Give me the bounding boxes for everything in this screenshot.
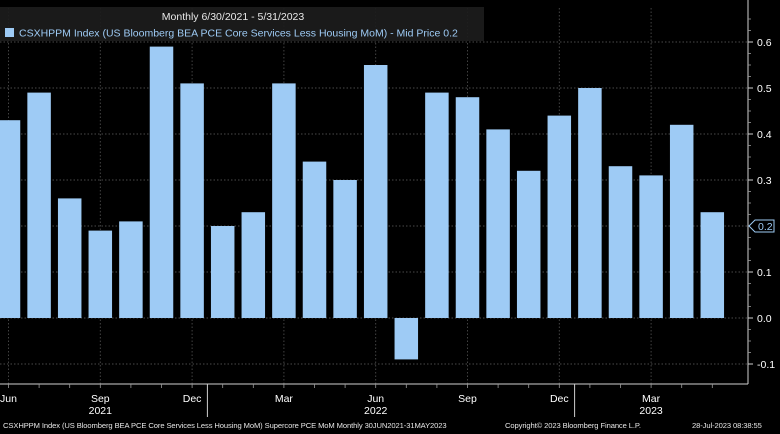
bar-apr-2023 bbox=[669, 124, 694, 318]
y-tick-label: 0.0 bbox=[757, 313, 772, 325]
y-tick-label: 0.3 bbox=[757, 175, 772, 187]
bar-aug-2022 bbox=[425, 92, 449, 318]
bar-apr-2022 bbox=[302, 161, 327, 318]
bar-aug-2021 bbox=[57, 198, 82, 318]
footer-copyright: Copyright© 2023 Bloomberg Finance L.P. bbox=[505, 421, 641, 430]
legend-date-range: Monthly 6/30/2021 - 5/31/2023 bbox=[162, 11, 305, 23]
x-month-label: Sep bbox=[91, 393, 110, 405]
x-month-label: Mar bbox=[642, 393, 661, 405]
x-month-label: Dec bbox=[183, 393, 202, 405]
bar-mar-2022 bbox=[272, 83, 296, 319]
bar-nov-2022 bbox=[516, 170, 541, 318]
y-tick-label: 0.1 bbox=[757, 267, 772, 279]
footer-timestamp: 28-Jul-2023 08:38:55 bbox=[692, 421, 762, 430]
bar-oct-2021 bbox=[119, 221, 143, 318]
x-year-label: 2021 bbox=[89, 405, 113, 417]
x-month-label: Jun bbox=[0, 393, 17, 405]
x-month-label: Sep bbox=[458, 393, 477, 405]
footer-source: CSXHPPM Index (US Bloomberg BEA PCE Core… bbox=[3, 421, 447, 430]
bar-nov-2021 bbox=[149, 46, 174, 318]
bar-jun-2021 bbox=[0, 120, 21, 318]
y-tick-label: 0.4 bbox=[757, 129, 772, 141]
x-month-label: Jun bbox=[367, 393, 384, 405]
bar-jan-2022 bbox=[210, 226, 235, 318]
legend-swatch bbox=[5, 28, 14, 37]
bar-feb-2022 bbox=[241, 212, 266, 318]
bar-jan-2023 bbox=[578, 88, 602, 318]
bar-oct-2022 bbox=[486, 129, 510, 318]
x-year-label: 2023 bbox=[639, 405, 663, 417]
legend-box bbox=[0, 7, 484, 41]
last-price-marker bbox=[748, 219, 775, 233]
bars-layer bbox=[0, 46, 725, 360]
bar-dec-2021 bbox=[180, 83, 204, 319]
x-month-label: Mar bbox=[275, 393, 294, 405]
x-month-label: Dec bbox=[550, 393, 569, 405]
footer: CSXHPPM Index (US Bloomberg BEA PCE Core… bbox=[0, 417, 780, 434]
bar-mar-2023 bbox=[639, 175, 663, 318]
y-tick-label: 0.6 bbox=[757, 37, 772, 49]
bar-sep-2022 bbox=[455, 97, 480, 318]
legend: Monthly 6/30/2021 - 5/31/2023 CSXHPPM Ind… bbox=[0, 7, 484, 41]
bar-jul-2021 bbox=[27, 92, 51, 318]
axes-layer: -0.10.00.10.20.30.40.50.60.2JunSepDecMar… bbox=[0, 0, 775, 417]
last-price-label: 0.2 bbox=[758, 221, 773, 233]
y-tick-label: 0.5 bbox=[757, 83, 772, 95]
bar-feb-2023 bbox=[608, 166, 633, 318]
bar-jul-2022 bbox=[394, 318, 419, 360]
bar-may-2022 bbox=[333, 180, 357, 318]
y-tick-label: -0.1 bbox=[757, 359, 775, 371]
x-year-label: 2022 bbox=[364, 405, 388, 417]
legend-series-label: CSXHPPM Index (US Bloomberg BEA PCE Core… bbox=[19, 28, 458, 40]
bar-dec-2022 bbox=[547, 115, 572, 318]
bar-jun-2022 bbox=[363, 65, 388, 318]
bar-sep-2021 bbox=[88, 230, 113, 318]
bar-may-2023 bbox=[700, 212, 725, 318]
